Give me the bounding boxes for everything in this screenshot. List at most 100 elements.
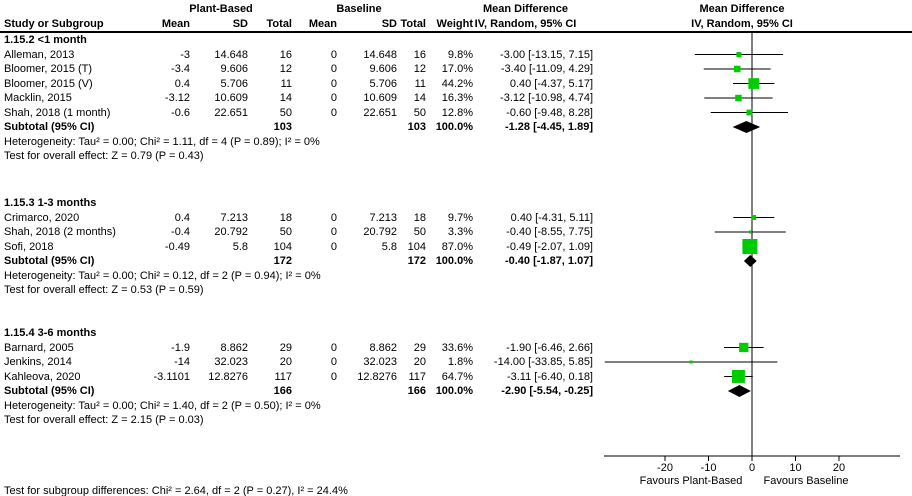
total-plant-based: 11 bbox=[280, 77, 292, 90]
study-name: Alleman, 2013 bbox=[4, 48, 75, 61]
mean-baseline: 0 bbox=[330, 211, 337, 224]
sd-baseline: 10.609 bbox=[363, 92, 397, 104]
group1-header: Plant-Based bbox=[189, 3, 253, 15]
sd-baseline: 12.8276 bbox=[357, 370, 397, 383]
sd-plant-based: 5.706 bbox=[220, 77, 248, 90]
weight-value: 100.0% bbox=[435, 121, 473, 133]
weight-value: 9.7% bbox=[447, 211, 473, 224]
md-ci-text: -3.00 [-13.15, 7.15] bbox=[500, 48, 593, 61]
subtotal-row: Subtotal (95% CI) 103 103 100.0% -1.28 [-4.4… bbox=[0, 120, 912, 134]
heterogeneity-row: Heterogeneity: Tau² = 0.00; Chi² = 0.12,… bbox=[0, 269, 912, 283]
mean-baseline: 0 bbox=[330, 226, 337, 238]
col-mean2-header: Mean bbox=[308, 18, 337, 30]
subtotal-row: Subtotal (95% CI) 166 166 100.0% -2.90 [-5.5… bbox=[0, 384, 912, 398]
total-baseline: 50 bbox=[413, 106, 426, 119]
total-plant-based: 166 bbox=[273, 385, 292, 397]
overall-effect-row: Test for overall effect: Z = 2.15 (P = 0… bbox=[0, 413, 912, 427]
study-name: Barnard, 2005 bbox=[4, 341, 74, 354]
total-baseline: 14 bbox=[413, 92, 426, 104]
mean-plant-based: -3.12 bbox=[164, 92, 190, 104]
sd-baseline: 5.8 bbox=[381, 240, 397, 253]
weight-value: 64.7% bbox=[441, 370, 473, 383]
total-baseline: 172 bbox=[407, 255, 426, 267]
sd-baseline: 7.213 bbox=[369, 211, 397, 224]
total-baseline: 20 bbox=[413, 356, 426, 368]
sd-baseline: 14.648 bbox=[363, 48, 397, 61]
subgroup-differences-text: Test for subgroup differences: Chi² = 2.… bbox=[4, 485, 348, 496]
mean-baseline: 0 bbox=[330, 63, 337, 75]
total-baseline: 12 bbox=[413, 63, 426, 75]
total-baseline: 18 bbox=[413, 211, 426, 224]
subgroup-label: 1.15.4 3-6 months bbox=[4, 327, 97, 339]
weight-value: 12.8% bbox=[441, 106, 473, 119]
total-plant-based: 104 bbox=[273, 240, 292, 253]
total-plant-based: 12 bbox=[279, 63, 292, 75]
mean-baseline: 0 bbox=[330, 341, 337, 354]
md-ci-text: -0.60 [-9.48, 8.28] bbox=[506, 106, 593, 119]
sd-plant-based: 22.651 bbox=[214, 106, 248, 119]
col-total2-header: Total bbox=[400, 18, 426, 30]
total-plant-based: 20 bbox=[279, 356, 292, 368]
md-ci-text: -1.90 [-6.46, 2.66] bbox=[506, 341, 593, 354]
mean-plant-based: -0.4 bbox=[171, 226, 190, 238]
overall-effect-row: Test for overall effect: Z = 0.53 (P = 0… bbox=[0, 283, 912, 297]
sd-plant-based: 10.609 bbox=[214, 92, 248, 104]
weight-value: 16.3% bbox=[441, 92, 473, 104]
header-group-row: Plant-Based Baseline Mean Difference Mea… bbox=[0, 2, 912, 16]
md-ci-text: -3.40 [-11.09, 4.29] bbox=[500, 63, 593, 75]
study-name: Shah, 2018 (1 month) bbox=[4, 106, 111, 119]
md-ci-text: -0.49 [-2.07, 1.09] bbox=[506, 240, 593, 253]
axis-tick-label: 20 bbox=[832, 462, 846, 474]
mean-baseline: 0 bbox=[330, 240, 337, 253]
md-ci-text: -14.00 [-33.85, 5.85] bbox=[493, 356, 593, 368]
study-name: Sofi, 2018 bbox=[4, 240, 54, 253]
subgroup-label: 1.15.2 <1 month bbox=[4, 34, 87, 46]
subgroup-header-row: 1.15.3 1-3 months bbox=[0, 196, 912, 210]
study-name: Macklin, 2015 bbox=[4, 92, 72, 104]
header-columns-row: Study or Subgroup Mean SD Total Mean SD … bbox=[0, 17, 912, 31]
md-ci-text: -0.40 [-1.87, 1.07] bbox=[504, 255, 593, 267]
mean-plant-based: 0.4 bbox=[174, 77, 190, 90]
header-divider bbox=[0, 31, 912, 33]
group2-header: Baseline bbox=[336, 3, 382, 15]
col-weight-header: Weight bbox=[436, 18, 473, 30]
mean-plant-based: -3.4 bbox=[171, 63, 190, 75]
study-row: Shah, 2018 (1 month) -0.6 22.651 50 0 22.651 5… bbox=[0, 106, 912, 120]
subtotal-row: Subtotal (95% CI) 172 172 100.0% -0.40 [-1.8… bbox=[0, 254, 912, 268]
heterogeneity-text: Heterogeneity: Tau² = 0.00; Chi² = 1.40,… bbox=[4, 399, 321, 412]
mean-baseline: 0 bbox=[330, 370, 337, 383]
effect-column-title: Mean Difference bbox=[483, 3, 568, 15]
total-plant-based: 18 bbox=[279, 211, 292, 224]
study-row: Bloomer, 2015 (T) -3.4 9.606 12 0 9.606 12 17.0… bbox=[0, 62, 912, 76]
weight-value: 44.2% bbox=[441, 77, 473, 90]
study-row: Alleman, 2013 -3 14.648 16 0 14.648 16 9.8% -3.0… bbox=[0, 48, 912, 62]
sd-plant-based: 9.606 bbox=[220, 63, 248, 75]
axis-tick-label: 10 bbox=[789, 462, 802, 474]
heterogeneity-text: Heterogeneity: Tau² = 0.00; Chi² = 1.11,… bbox=[4, 135, 320, 148]
col-sd1-header: SD bbox=[232, 18, 248, 30]
sd-baseline: 22.651 bbox=[363, 106, 397, 119]
total-plant-based: 50 bbox=[279, 106, 292, 119]
total-plant-based: 50 bbox=[279, 226, 292, 238]
weight-value: 100.0% bbox=[435, 255, 473, 267]
weight-value: 3.3% bbox=[447, 226, 473, 238]
col-total1-header: Total bbox=[266, 18, 292, 30]
total-plant-based: 172 bbox=[273, 255, 292, 267]
md-ci-text: -2.90 [-5.54, -0.25] bbox=[501, 385, 593, 397]
total-plant-based: 117 bbox=[274, 370, 292, 383]
study-row: Macklin, 2015 -3.12 10.609 14 0 10.609 14 16.3%… bbox=[0, 91, 912, 105]
total-plant-based: 14 bbox=[279, 92, 292, 104]
sd-plant-based: 12.8276 bbox=[208, 370, 248, 383]
study-row: Bloomer, 2015 (V) 0.4 5.706 11 0 5.706 11 44.2%… bbox=[0, 77, 912, 91]
subgroup-header-row: 1.15.2 <1 month bbox=[0, 33, 912, 47]
total-baseline: 29 bbox=[413, 341, 426, 354]
sd-plant-based: 14.648 bbox=[214, 48, 248, 61]
study-row: Jenkins, 2014 -14 32.023 20 0 32.023 20 1.8% -14… bbox=[0, 355, 912, 369]
study-name: Jenkins, 2014 bbox=[4, 356, 72, 368]
study-name: Kahleova, 2020 bbox=[4, 370, 81, 383]
md-ci-text: 0.40 [-4.37, 5.17] bbox=[509, 77, 593, 90]
mean-baseline: 0 bbox=[330, 77, 337, 90]
overall-effect-text: Test for overall effect: Z = 2.15 (P = 0… bbox=[4, 414, 204, 426]
sd-baseline: 5.706 bbox=[369, 77, 397, 90]
study-name: Subtotal (95% CI) bbox=[4, 255, 95, 267]
